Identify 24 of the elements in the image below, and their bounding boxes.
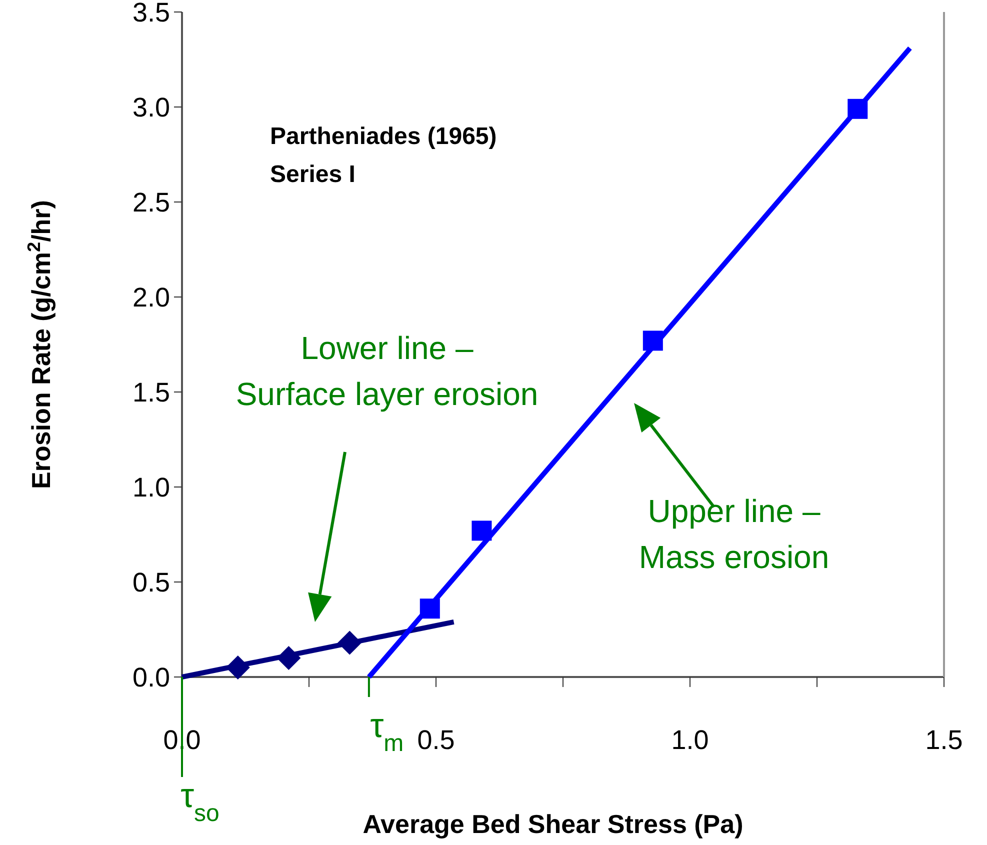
text: Series I [270, 161, 356, 188]
y-tick-label: 3.0 [132, 92, 170, 122]
y-tick-label: 0.0 [132, 662, 170, 692]
y-tick-label: 0.5 [132, 567, 170, 598]
x-tick-label: 1.0 [671, 725, 709, 755]
ref-line-label: τ$_{so}$ [180, 777, 220, 826]
y-tick-label: 2.5 [132, 187, 170, 218]
annotation: Lower line – Surface layer erosion [236, 330, 538, 412]
point [472, 520, 492, 541]
x-tick-label: 0.5 [417, 725, 455, 755]
text: Partheniades (1965) [270, 123, 497, 150]
point [848, 98, 868, 119]
annotation: Upper line – Mass erosion [638, 493, 830, 575]
ref-line-label: τ$_{m}$ [370, 707, 404, 756]
y-tick-label: 1.0 [132, 472, 170, 502]
y-tick-label: 2.0 [132, 282, 170, 312]
y-tick-label: 1.5 [132, 377, 170, 408]
x-tick-label: 1.5 [925, 725, 963, 755]
point [420, 598, 440, 619]
point [338, 630, 362, 655]
x-axis-title: Average Bed Shear Stress (Pa) [362, 809, 744, 839]
y-tick-label: 3.5 [132, 0, 170, 28]
point [276, 646, 301, 670]
point [642, 330, 663, 351]
